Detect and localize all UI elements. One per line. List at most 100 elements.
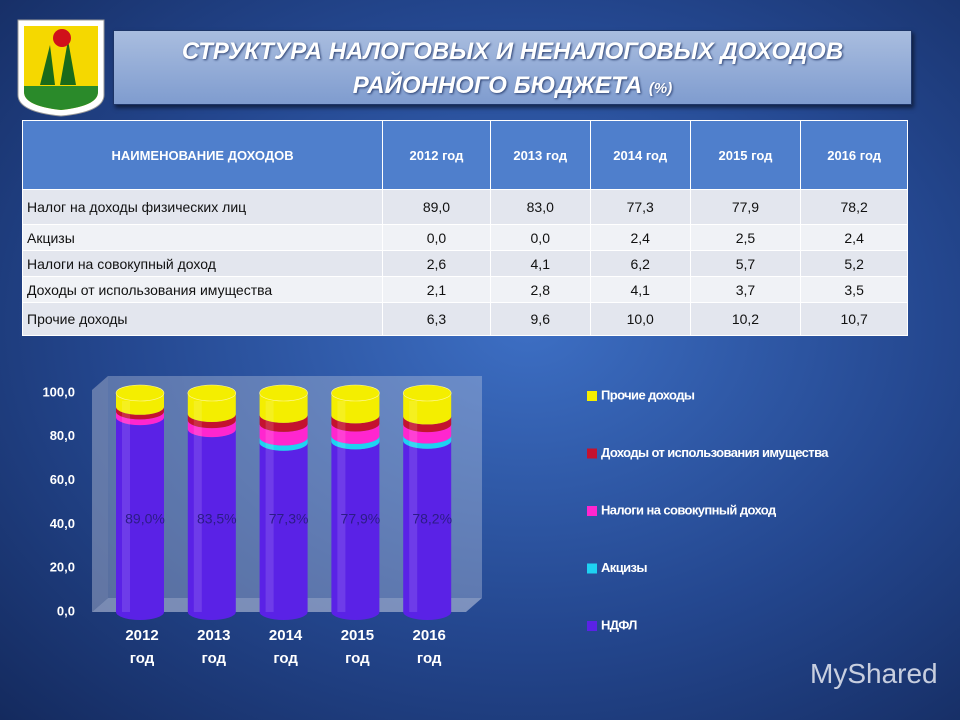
table-header-cell: 2014 год <box>589 120 691 190</box>
bar-segment <box>116 393 164 415</box>
table-cell: Доходы от использования имущества <box>21 276 384 303</box>
bar-segment <box>331 393 380 424</box>
table-cell: 2,1 <box>382 276 491 303</box>
table-cell: 5,2 <box>800 250 908 277</box>
table-cell: 4,1 <box>489 250 591 277</box>
x-tick-label: 2016 год <box>412 627 446 667</box>
bar-cap <box>259 384 308 402</box>
x-tick-label: 2012 год <box>125 627 159 667</box>
title-unit: (%) <box>648 80 673 97</box>
bar-segment <box>403 416 452 433</box>
bar-segment <box>259 423 308 446</box>
title-line: СТРУКТУРА НАЛОГОВЫХ И НЕНАЛОГОВЫХ ДОХОДО… <box>181 38 844 65</box>
bar-cap <box>187 384 237 402</box>
table-cell: Налог на доходы физических лиц <box>21 189 384 225</box>
bar-segment <box>403 424 452 444</box>
table-cell: 5,7 <box>689 250 802 277</box>
legend-label: Доходы от использования имущества <box>601 445 829 460</box>
bar-segment <box>116 406 164 420</box>
data-label: 89,0% <box>125 511 165 527</box>
table-cell: 0,0 <box>489 224 591 251</box>
table-cell: 6,2 <box>589 250 691 277</box>
table-row: Налог на доходы физических лиц 89,0 83,0 77… <box>21 189 908 225</box>
table-cell: 4,1 <box>589 276 691 303</box>
y-tick-label: 100,0 <box>42 384 75 399</box>
bar-segment <box>403 440 452 620</box>
y-tick-label: 0,0 <box>57 603 75 618</box>
legend-swatch <box>587 448 597 459</box>
table-cell: 2,5 <box>689 224 802 251</box>
table-cell: 10,2 <box>689 302 802 336</box>
table-row: Налоги на совокупный доход 2,6 4,1 6,2 5,7 5,… <box>21 250 908 277</box>
bar-segment <box>259 414 308 432</box>
table-cell: 89,0 <box>382 189 491 225</box>
bar-shine <box>122 401 130 612</box>
legend-label: НДФЛ <box>601 617 637 632</box>
bar-shine <box>337 401 346 612</box>
table-header-cell: 2015 год <box>689 120 802 190</box>
table-header-cell: 2016 год <box>800 120 908 190</box>
x-tick-label: 2013 год <box>197 627 231 667</box>
table-cell: Налоги на совокупный доход <box>21 250 384 277</box>
bar-segment <box>331 415 380 432</box>
legend-label: Налоги на совокупный доход <box>601 502 777 517</box>
data-label: 83,5% <box>197 511 237 527</box>
table-row: Доходы от использования имущества 2,1 2,8 4… <box>21 276 908 303</box>
y-tick-label: 20,0 <box>50 560 75 575</box>
bar-segment <box>187 414 236 429</box>
title-box: СТРУКТУРА НАЛОГОВЫХ И НЕНАЛОГОВЫХ ДОХОДО… <box>113 30 912 105</box>
bar-segment <box>403 435 452 449</box>
table-cell: 6,3 <box>382 302 491 336</box>
data-label: 78,2% <box>412 511 452 527</box>
table-header-cell: 2013 год <box>489 120 591 190</box>
data-table: НАИМЕНОВАНИЕ ДОХОДОВ 2012 год 2013 год 2014… <box>21 120 908 336</box>
bar-segment <box>116 411 164 426</box>
table-cell: Прочие доходы <box>21 302 384 336</box>
bar-shine <box>193 401 202 612</box>
table-cell: 77,9 <box>689 189 802 225</box>
legend-swatch <box>587 391 597 401</box>
bar-segment <box>331 435 380 450</box>
bar-cap <box>331 384 380 402</box>
bar-segment <box>403 393 452 425</box>
table-cell: Акцизы <box>21 224 384 251</box>
table-cell: 78,2 <box>800 189 908 225</box>
bar-segment <box>331 441 380 620</box>
table-row: Прочие доходы 6,3 9,6 10,0 10,2 10,7 <box>21 302 908 336</box>
table-header-cell: 2012 год <box>382 120 491 190</box>
table-cell: 2,6 <box>382 250 491 277</box>
title-line: РАЙОННОГО БЮДЖЕТА (%) <box>114 69 911 106</box>
x-tick-label: 2014 год <box>268 627 303 667</box>
emblem <box>17 19 105 117</box>
bar-segment <box>259 442 308 620</box>
data-label: 77,3% <box>269 511 309 527</box>
table-cell: 83,0 <box>489 189 591 225</box>
legend-swatch <box>587 506 597 516</box>
table-cell: 2,4 <box>589 224 691 251</box>
bar-segment <box>116 417 164 620</box>
table-cell: 10,0 <box>589 302 691 336</box>
y-tick-label: 40,0 <box>50 516 75 531</box>
table-cell: 0,0 <box>382 224 491 251</box>
legend-label: Прочие доходы <box>601 387 695 402</box>
table-cell: 9,6 <box>489 302 591 336</box>
bar-cap <box>115 384 165 402</box>
bar-segment <box>187 420 236 438</box>
bar-segment <box>331 423 380 444</box>
bar-shine <box>409 401 418 612</box>
legend-swatch <box>587 621 597 631</box>
data-label: 77,9% <box>341 511 381 527</box>
legend-label: Акцизы <box>601 560 647 575</box>
bar-cap <box>402 384 452 402</box>
y-tick-label: 60,0 <box>50 472 75 487</box>
title-text: РАЙОННОГО БЮДЖЕТА <box>352 72 643 99</box>
table-cell: 2,8 <box>489 276 591 303</box>
bar-segment <box>187 429 236 620</box>
y-tick-label: 80,0 <box>50 428 75 443</box>
table-cell: 3,7 <box>689 276 802 303</box>
table-header-cell: НАИМЕНОВАНИЕ ДОХОДОВ <box>21 120 384 190</box>
table-cell: 77,3 <box>589 189 691 225</box>
bar-shine <box>265 401 274 612</box>
